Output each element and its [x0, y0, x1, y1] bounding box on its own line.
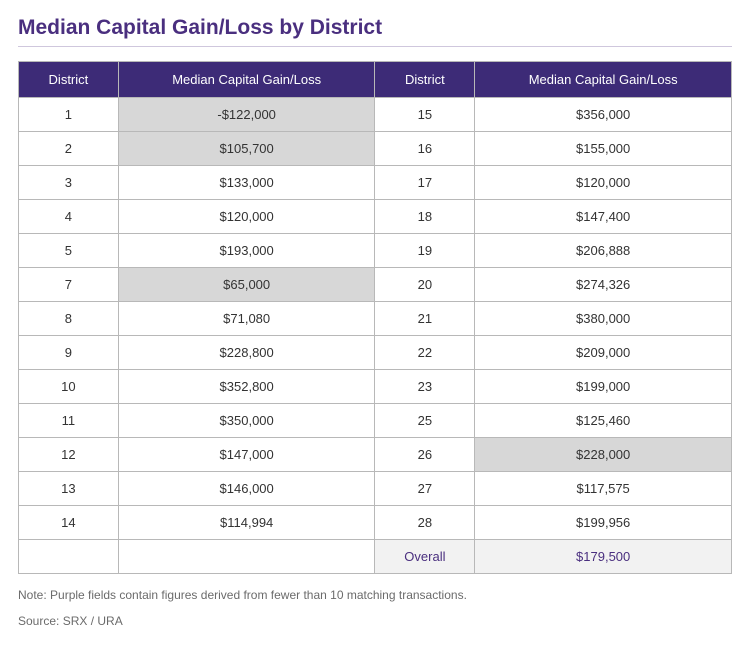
- table-header-row: District Median Capital Gain/Loss Distri…: [19, 62, 732, 98]
- value-cell: $105,700: [118, 132, 375, 166]
- value-cell: -$122,000: [118, 98, 375, 132]
- value-cell: $193,000: [118, 234, 375, 268]
- value-cell: $155,000: [475, 132, 732, 166]
- header-value-left: Median Capital Gain/Loss: [118, 62, 375, 98]
- note-text: Note: Purple fields contain figures deri…: [18, 588, 732, 602]
- overall-value: $179,500: [475, 540, 732, 574]
- blank-cell: [118, 540, 375, 574]
- district-cell: 13: [19, 472, 119, 506]
- district-cell: 18: [375, 200, 475, 234]
- district-cell: 4: [19, 200, 119, 234]
- table-row: 9$228,80022$209,000: [19, 336, 732, 370]
- district-cell: 21: [375, 302, 475, 336]
- value-cell: $120,000: [475, 166, 732, 200]
- district-cell: 26: [375, 438, 475, 472]
- overall-row: Overall$179,500: [19, 540, 732, 574]
- table-row: 14$114,99428$199,956: [19, 506, 732, 540]
- value-cell: $117,575: [475, 472, 732, 506]
- value-cell: $352,800: [118, 370, 375, 404]
- table-row: 10$352,80023$199,000: [19, 370, 732, 404]
- district-cell: 25: [375, 404, 475, 438]
- value-cell: $120,000: [118, 200, 375, 234]
- district-cell: 5: [19, 234, 119, 268]
- district-cell: 27: [375, 472, 475, 506]
- value-cell: $114,994: [118, 506, 375, 540]
- table-row: 12$147,00026$228,000: [19, 438, 732, 472]
- table-row: 13$146,00027$117,575: [19, 472, 732, 506]
- district-cell: 11: [19, 404, 119, 438]
- title-underline: [18, 46, 732, 47]
- value-cell: $209,000: [475, 336, 732, 370]
- value-cell: $125,460: [475, 404, 732, 438]
- table-row: 5$193,00019$206,888: [19, 234, 732, 268]
- header-district-right: District: [375, 62, 475, 98]
- table-row: 3$133,00017$120,000: [19, 166, 732, 200]
- value-cell: $147,000: [118, 438, 375, 472]
- district-cell: 15: [375, 98, 475, 132]
- district-cell: 3: [19, 166, 119, 200]
- value-cell: $199,956: [475, 506, 732, 540]
- value-cell: $274,326: [475, 268, 732, 302]
- blank-cell: [19, 540, 119, 574]
- value-cell: $206,888: [475, 234, 732, 268]
- value-cell: $199,000: [475, 370, 732, 404]
- district-cell: 12: [19, 438, 119, 472]
- value-cell: $356,000: [475, 98, 732, 132]
- value-cell: $133,000: [118, 166, 375, 200]
- value-cell: $71,080: [118, 302, 375, 336]
- district-cell: 1: [19, 98, 119, 132]
- district-cell: 17: [375, 166, 475, 200]
- value-cell: $65,000: [118, 268, 375, 302]
- district-cell: 7: [19, 268, 119, 302]
- table-row: 1-$122,00015$356,000: [19, 98, 732, 132]
- district-cell: 14: [19, 506, 119, 540]
- value-cell: $146,000: [118, 472, 375, 506]
- source-text: Source: SRX / URA: [18, 614, 732, 628]
- table-row: 4$120,00018$147,400: [19, 200, 732, 234]
- table-row: 11$350,00025$125,460: [19, 404, 732, 438]
- value-cell: $228,000: [475, 438, 732, 472]
- table-row: 8$71,08021$380,000: [19, 302, 732, 336]
- table-row: 7$65,00020$274,326: [19, 268, 732, 302]
- value-cell: $380,000: [475, 302, 732, 336]
- district-cell: 8: [19, 302, 119, 336]
- header-value-right: Median Capital Gain/Loss: [475, 62, 732, 98]
- district-cell: 28: [375, 506, 475, 540]
- district-cell: 20: [375, 268, 475, 302]
- header-district-left: District: [19, 62, 119, 98]
- district-cell: 10: [19, 370, 119, 404]
- value-cell: $228,800: [118, 336, 375, 370]
- table-row: 2$105,70016$155,000: [19, 132, 732, 166]
- district-cell: 23: [375, 370, 475, 404]
- overall-label: Overall: [375, 540, 475, 574]
- capital-gain-table: District Median Capital Gain/Loss Distri…: [18, 61, 732, 574]
- district-cell: 16: [375, 132, 475, 166]
- district-cell: 19: [375, 234, 475, 268]
- district-cell: 22: [375, 336, 475, 370]
- district-cell: 9: [19, 336, 119, 370]
- district-cell: 2: [19, 132, 119, 166]
- page-title: Median Capital Gain/Loss by District: [18, 16, 732, 40]
- value-cell: $147,400: [475, 200, 732, 234]
- value-cell: $350,000: [118, 404, 375, 438]
